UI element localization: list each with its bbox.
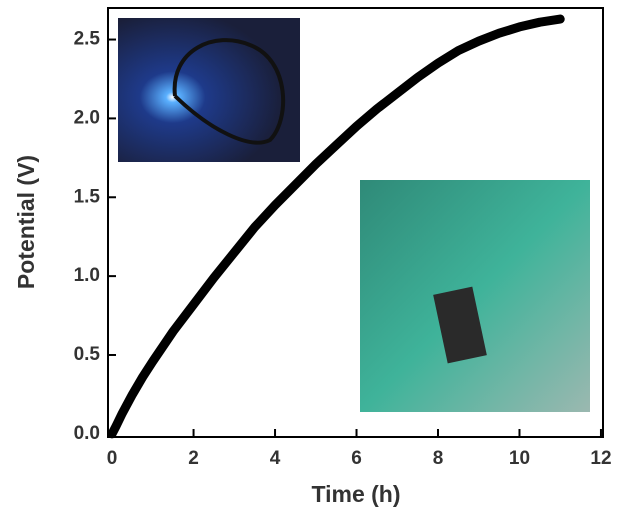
y-tick-label: 2.0 [74, 107, 100, 128]
y-tick-label: 1.0 [74, 265, 100, 286]
x-tick-label: 12 [590, 448, 611, 469]
x-tick-label: 2 [188, 448, 199, 469]
inset-photo-glove [360, 180, 590, 412]
y-axis-title: Potential (V) [13, 155, 39, 289]
y-tick-label: 1.5 [74, 186, 101, 207]
y-tick-label: 0.0 [74, 423, 100, 444]
y-tick-label: 0.5 [74, 344, 101, 365]
x-tick-label: 6 [351, 448, 362, 469]
x-tick-label: 8 [433, 448, 444, 469]
x-axis-title: Time (h) [311, 481, 400, 507]
page: {"chart_data": {"type": "line", "xlabel"… [0, 0, 628, 512]
x-tick-label: 0 [107, 448, 118, 469]
chart: Time (h) Potential (V) 0 2 4 6 8 10 12 0.0 0.5 1.… [0, 0, 628, 512]
x-tick-label: 4 [270, 448, 281, 469]
y-tick-label: 2.5 [74, 29, 101, 50]
inset-photo-led [118, 18, 300, 162]
x-tick-label: 10 [509, 448, 530, 469]
